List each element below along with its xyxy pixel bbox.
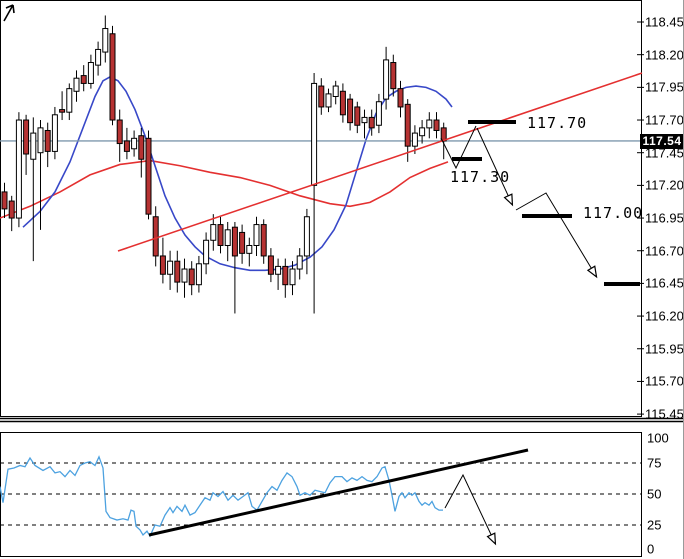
projection-arrow-2[interactable] (476, 127, 514, 207)
candle-bear (159, 255, 166, 275)
candle-bear (339, 90, 346, 116)
candle-bear (109, 33, 116, 121)
candle-bull (195, 263, 202, 286)
candle-bull (419, 127, 426, 137)
candle-bear (138, 135, 145, 160)
candle-bear (145, 137, 152, 215)
candle-bear (217, 224, 224, 246)
candle-bear (116, 119, 123, 145)
candle-bear (1, 191, 8, 210)
projection-arrow-1[interactable] (440, 125, 477, 170)
price-tick-label: 116.45 (645, 275, 684, 291)
oscillator-trendline[interactable] (148, 448, 529, 537)
indicator-tick-label: 75 (647, 455, 662, 471)
candle-bull (375, 101, 382, 126)
mouse-cursor-icon (3, 4, 15, 22)
candle-bull (224, 229, 231, 246)
price-tick-label: 116.70 (645, 243, 684, 259)
indicator-tick-label: 50 (647, 486, 662, 502)
candle-bear (231, 226, 238, 257)
candle-bull (325, 93, 332, 108)
candles-layer[interactable] (1, 15, 447, 314)
candle-bear (260, 224, 267, 257)
candle-bull (66, 88, 73, 113)
price-trendline[interactable] (117, 72, 643, 252)
candle-bull (246, 244, 253, 254)
candle-bull (102, 28, 109, 53)
candle-bull (167, 260, 174, 275)
candle-bear (8, 200, 15, 219)
candle-bear (354, 106, 361, 126)
candle-bull (303, 216, 310, 257)
candle-bear (239, 231, 246, 254)
candle-bull (311, 82, 318, 186)
candle-bull (73, 77, 80, 92)
candle-bear (390, 62, 397, 90)
candle-bull (37, 127, 44, 154)
candle-bull (131, 137, 138, 150)
candle-bull (203, 239, 210, 265)
target-label-117-00[interactable]: 117.00 (583, 204, 644, 222)
candle-bear (347, 98, 354, 124)
candle-bear (368, 116, 375, 129)
price-tick-label: 117.20 (645, 177, 684, 193)
candle-bull (296, 255, 303, 270)
candle-bull (15, 119, 22, 219)
price-tick-label: 117.70 (645, 112, 684, 128)
candle-bull (181, 268, 188, 283)
candle-bear (267, 255, 274, 275)
candle-bull (95, 48, 102, 66)
candle-bear (188, 268, 195, 286)
candle-bull (332, 85, 339, 97)
main-chart-frame (0, 0, 642, 417)
candle-bear (282, 265, 289, 286)
candle-bull (383, 59, 390, 100)
candle-bull (30, 132, 37, 160)
candle-bull (210, 224, 217, 241)
candle-bull (411, 132, 418, 147)
candle-bear (152, 216, 159, 257)
ma-slow-line[interactable] (0, 159, 449, 219)
price-tick-label: 117.95 (645, 79, 684, 95)
oscillator-line[interactable] (0, 455, 443, 538)
candle-bear (174, 260, 181, 283)
candle-bear (59, 109, 66, 113)
candle-bear (397, 88, 404, 108)
price-tick-label: 115.70 (645, 373, 684, 389)
oscillator-arrow[interactable] (444, 473, 497, 546)
candle-bear (80, 75, 87, 84)
candle-bull (253, 224, 260, 246)
target-label-117-70[interactable]: 117.70 (527, 114, 588, 132)
price-tick-label: 116.95 (645, 210, 684, 226)
candle-bear (433, 119, 440, 131)
candle-bull (51, 114, 58, 152)
candle-bear (318, 85, 325, 108)
price-tick-label: 115.45 (645, 406, 684, 422)
candle-bear (44, 129, 51, 152)
indicator-tick-label: 100 (647, 430, 669, 446)
price-tick-label: 116.20 (645, 308, 684, 324)
projection-arrow-3[interactable] (515, 192, 598, 279)
price-tick-label: 115.95 (645, 341, 684, 357)
candle-bear (404, 103, 411, 147)
candle-bull (87, 62, 94, 84)
price-tick-label: 118.45 (645, 14, 684, 30)
target-label-117-30[interactable]: 117.30 (450, 168, 511, 186)
indicator-tick-label: 0 (647, 541, 655, 557)
candle-bull (289, 268, 296, 286)
indicator-tick-label: 25 (647, 517, 662, 533)
candle-bull (361, 116, 368, 124)
current-price-tag: 117.54 (640, 134, 683, 149)
price-tick-label: 118.20 (645, 47, 684, 63)
candle-bull (275, 265, 282, 275)
candle-bull (426, 119, 433, 129)
candle-bear (123, 140, 130, 152)
candle-bear (23, 119, 30, 155)
